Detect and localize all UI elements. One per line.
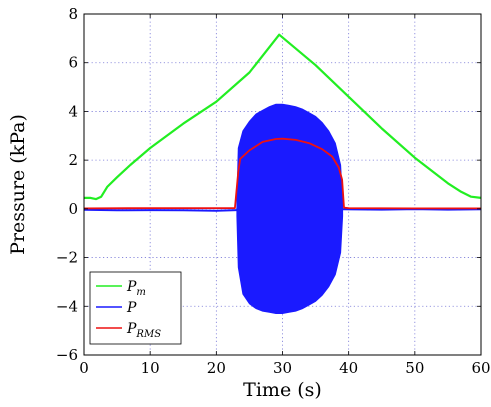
series-prms-line (83, 137, 481, 210)
y-tick-label: 4 (68, 102, 78, 120)
y-tick-label: −4 (56, 297, 78, 315)
legend-label: Pm (126, 279, 146, 298)
series-pm-line (84, 33, 482, 201)
legend: Pm P PRMS (89, 271, 182, 345)
x-tick-label: 10 (141, 359, 160, 377)
series-p-baseline (83, 208, 482, 212)
x-tick-label: 30 (273, 359, 292, 377)
x-tick-label: 50 (405, 359, 424, 377)
x-tick-label: 60 (471, 359, 490, 377)
plot-area (83, 33, 482, 315)
y-tick-label: −2 (56, 249, 78, 267)
y-tick-label: 6 (68, 54, 78, 72)
y-tick-label: −6 (56, 346, 78, 364)
y-tick-label: 2 (68, 151, 78, 169)
x-axis-title: Time (s) (243, 379, 322, 401)
legend-box (89, 271, 182, 345)
y-tick-label: 0 (68, 200, 78, 218)
legend-label: PRMS (126, 321, 161, 340)
legend-label: P (126, 300, 137, 316)
x-tick-label: 20 (207, 359, 226, 377)
x-tick-label: 0 (79, 359, 89, 377)
axis-ticks: 0 10 20 30 40 50 60 −6 −4 −2 0 2 4 6 8 (56, 5, 491, 377)
x-tick-label: 40 (339, 359, 358, 377)
y-axis-title: Pressure (kPa) (7, 114, 29, 255)
y-tick-label: 8 (68, 5, 78, 23)
